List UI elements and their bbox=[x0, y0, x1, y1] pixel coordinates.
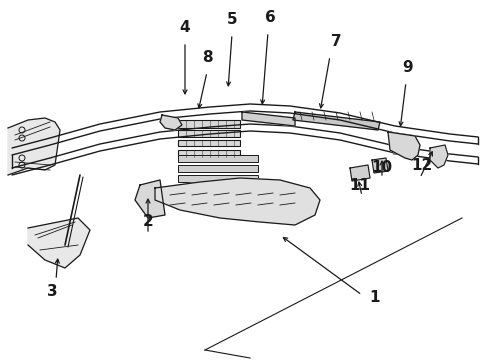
Polygon shape bbox=[8, 118, 60, 175]
Text: 7: 7 bbox=[331, 35, 342, 49]
Bar bbox=[178, 175, 258, 182]
Text: 9: 9 bbox=[403, 60, 413, 76]
Polygon shape bbox=[242, 112, 295, 126]
Bar bbox=[178, 155, 258, 162]
Polygon shape bbox=[135, 180, 165, 218]
FancyArrowPatch shape bbox=[146, 199, 150, 231]
Text: 1: 1 bbox=[370, 291, 380, 306]
Bar bbox=[178, 120, 240, 128]
Polygon shape bbox=[372, 158, 388, 173]
FancyArrowPatch shape bbox=[358, 182, 362, 193]
Text: 3: 3 bbox=[47, 284, 57, 300]
Polygon shape bbox=[293, 112, 380, 130]
Text: 10: 10 bbox=[371, 161, 392, 175]
Text: 4: 4 bbox=[180, 21, 190, 36]
Polygon shape bbox=[350, 165, 370, 181]
Polygon shape bbox=[160, 115, 182, 130]
Polygon shape bbox=[28, 218, 90, 268]
Text: 2: 2 bbox=[143, 215, 153, 230]
FancyArrowPatch shape bbox=[283, 238, 360, 293]
Bar bbox=[178, 165, 258, 172]
Bar bbox=[178, 140, 240, 146]
FancyArrowPatch shape bbox=[55, 259, 59, 277]
FancyArrowPatch shape bbox=[399, 85, 406, 126]
FancyArrowPatch shape bbox=[380, 161, 384, 175]
FancyArrowPatch shape bbox=[183, 45, 187, 94]
Text: 8: 8 bbox=[202, 50, 212, 66]
Bar bbox=[178, 130, 240, 137]
Text: 5: 5 bbox=[227, 13, 237, 27]
FancyArrowPatch shape bbox=[227, 37, 232, 86]
FancyArrowPatch shape bbox=[198, 75, 206, 108]
Text: 6: 6 bbox=[265, 10, 275, 26]
Text: 11: 11 bbox=[349, 177, 370, 193]
FancyArrowPatch shape bbox=[261, 35, 268, 104]
FancyArrowPatch shape bbox=[421, 152, 432, 175]
FancyArrowPatch shape bbox=[319, 59, 329, 108]
Bar bbox=[178, 150, 240, 157]
Text: 12: 12 bbox=[412, 158, 433, 172]
Polygon shape bbox=[430, 145, 448, 168]
Polygon shape bbox=[388, 132, 420, 160]
Polygon shape bbox=[155, 178, 320, 225]
